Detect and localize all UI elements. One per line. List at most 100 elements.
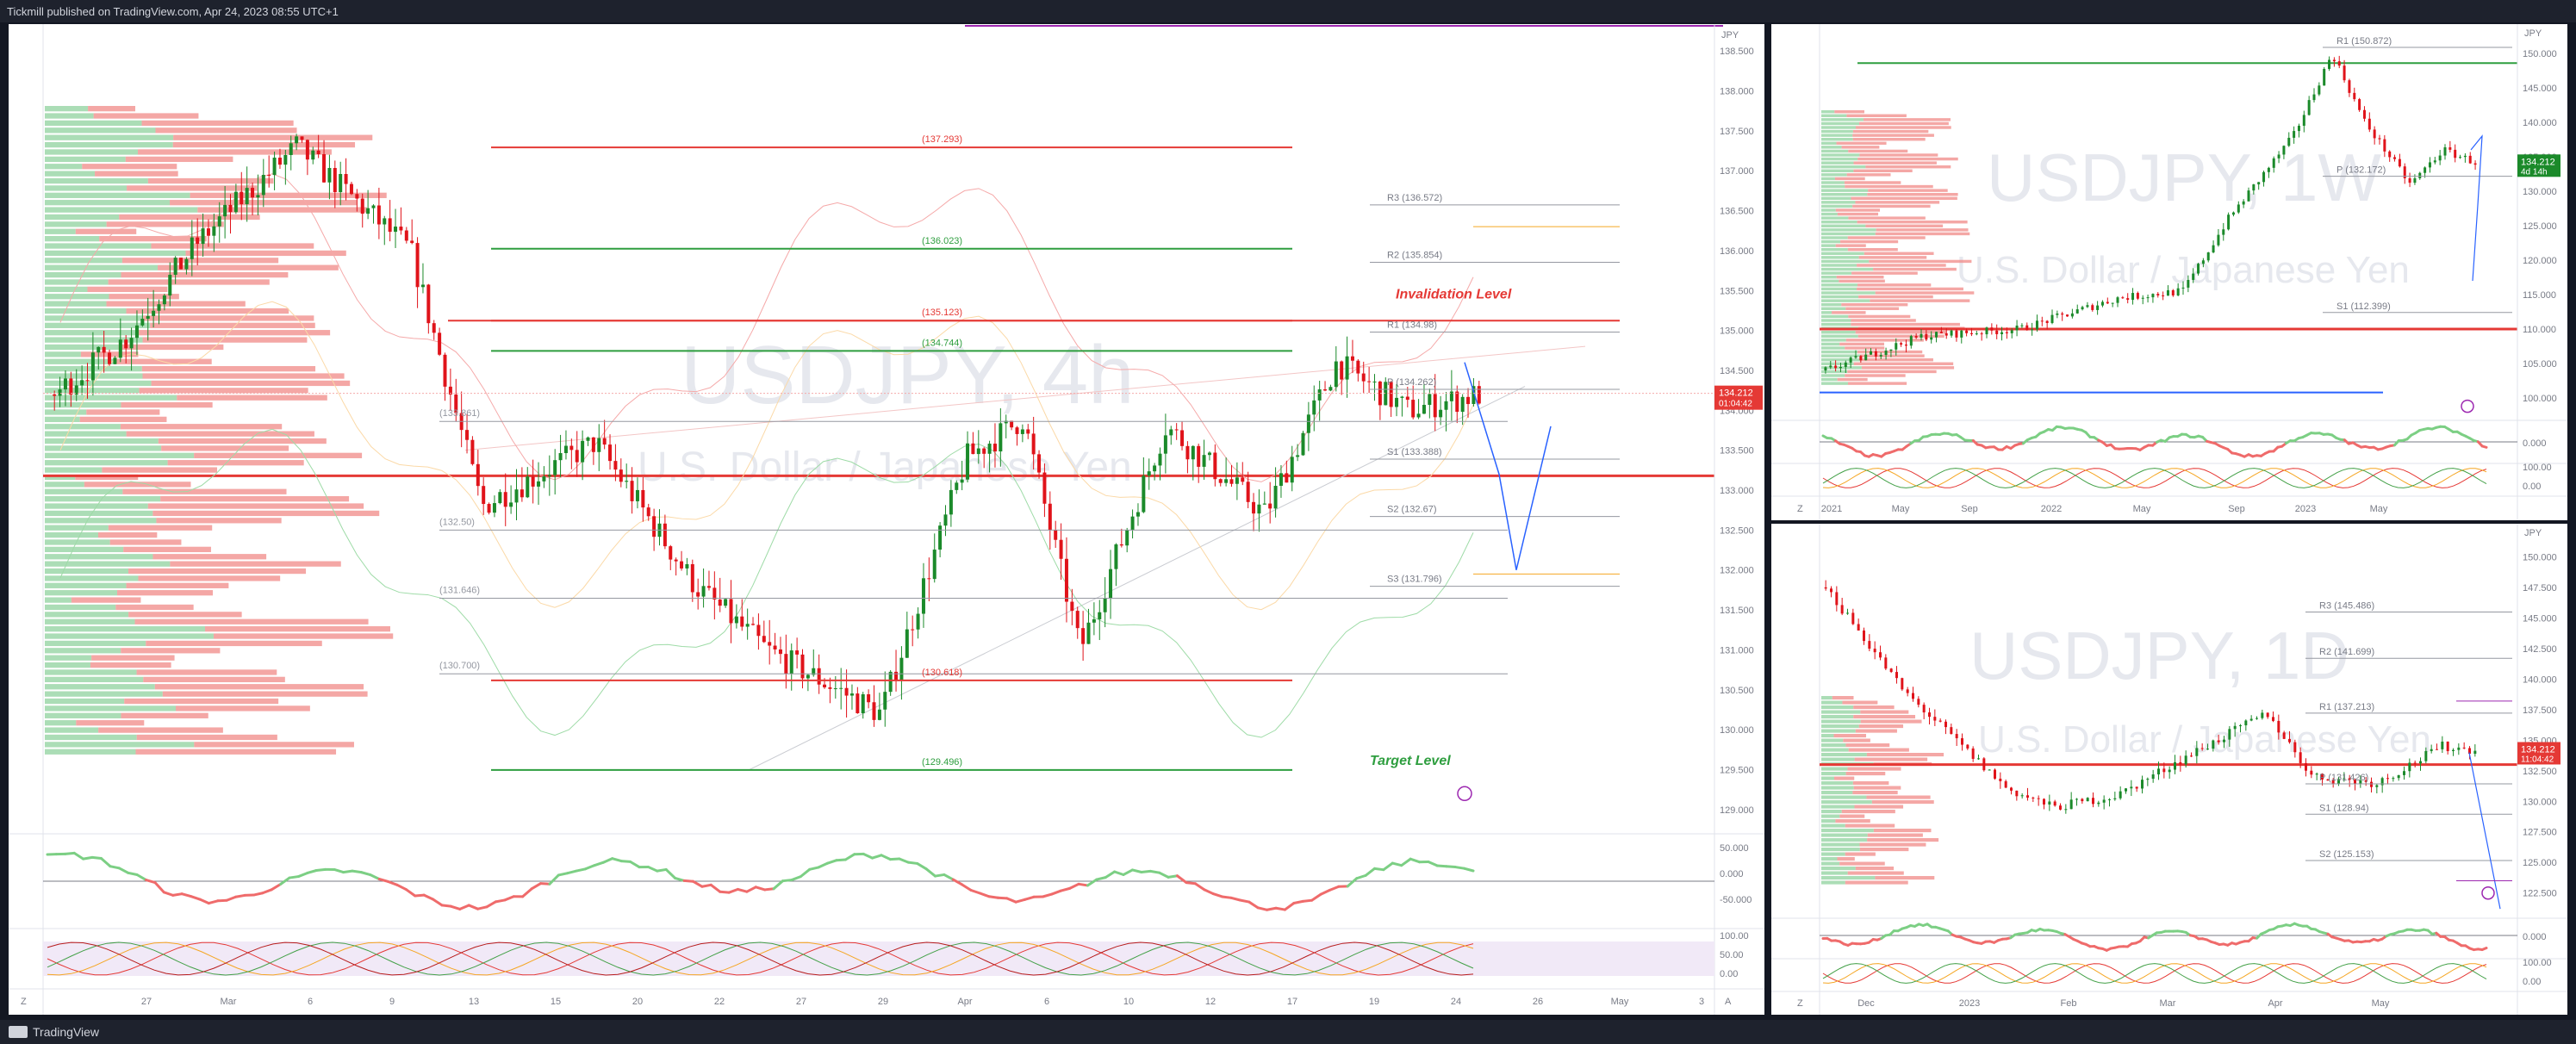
price-axis-tick: 131.500 [1720,606,1754,616]
candle-body [1350,356,1354,361]
volume-profile-bar-up [1821,823,1845,828]
candle-body [2135,786,2138,789]
volume-profile-bar-down [126,308,289,314]
oscillator-line-segment [422,893,435,901]
volume-profile-bar-up [45,618,135,625]
candle-body [2100,301,2104,306]
volume-profile-bar-down [1857,157,1958,161]
indicator-band [59,301,1474,611]
volume-profile-bar-up [1821,239,1841,244]
zoom-button[interactable]: Z [1797,504,1803,514]
candle-body [2005,332,2008,333]
oscillator-line-segment [1104,870,1117,879]
auto-scale-button[interactable]: A [1725,997,1732,1007]
volume-profile-bar-up [45,734,137,741]
time-axis-tick: 2023 [1959,998,1980,1009]
candle-body [327,168,332,183]
osc-axis-tick: 50.000 [1720,843,1749,854]
oscillator-line-segment [691,879,704,888]
candle-body [531,476,535,487]
candle-body [2262,171,2266,183]
oscillator-line-segment [359,871,372,877]
lightning-icon[interactable] [1457,786,1472,802]
chart-1d-canvas[interactable]: USDJPY, 1D U.S. Dollar / Japanese Yen R3 (… [1771,524,2567,1015]
volume-profile-bar-down [98,727,223,733]
volume-profile-bar-down [151,380,351,387]
candle-body [2111,302,2114,304]
volume-profile-bar-down [122,488,287,494]
volume-profile-bar-down [197,207,367,213]
zoom-button[interactable]: Z [1797,998,1803,1009]
time-axis-tick: 15 [551,997,561,1007]
volume-profile-bar-down [146,640,322,647]
volume-profile-bar-down [147,503,364,509]
volume-profile-bar-up [45,401,121,408]
pivot-label: R2 (135.854) [1387,250,1442,260]
volume-profile-bar-down [1860,719,1922,724]
candle-body [1125,529,1129,546]
price-tag [2517,154,2560,177]
candle-body [894,671,899,681]
oscillator-line-segment [530,882,542,891]
candle-body [1980,333,1983,335]
oscillator-line-segment [664,867,677,879]
candle-body [602,438,607,445]
volume-profile-bar-down [1834,177,1865,181]
candle-body [2386,778,2389,780]
stochastic-line [1822,963,2487,984]
volume-profile-bar-up [1821,696,1832,700]
volume-profile-bar-down [1847,370,1937,374]
candle-body [2388,151,2392,158]
oscillator-line-segment [1266,906,1278,911]
volume-profile-bar-down [126,431,314,437]
lightning-icon[interactable] [2481,886,2495,900]
volume-profile-bar-up [1821,271,1852,275]
candle-body [1042,472,1047,504]
chart-4h-canvas[interactable]: USDJPY, 4h U.S. Dollar / Japanese Yen (137… [9,24,1764,1015]
volume-profile-bar-up [1821,334,1858,338]
candle-body [2310,770,2313,775]
candle-body [2070,313,2074,317]
lightning-icon[interactable] [2461,399,2474,413]
volume-profile-bar-up [1821,715,1854,719]
oscillator-line-segment [1274,906,1286,911]
volume-profile-bar-down [204,626,390,632]
candle-body [448,386,452,395]
candle-body [520,489,524,498]
candle-body [1863,630,1865,642]
candle-body [454,395,458,413]
candle-body [2443,147,2447,156]
candle-body [2004,780,2007,788]
candle-body [124,339,128,349]
candle-body [2179,761,2182,765]
candle-body [734,616,738,624]
candle-body [795,650,800,655]
volume-profile-bar-up [1821,795,1867,799]
volume-profile-bar-up [1821,146,1842,149]
chart-panel-1d[interactable]: USDJPY, 1D U.S. Dollar / Japanese Yen R3 (… [1771,524,2567,1015]
volume-profile-bar-up [1821,121,1859,126]
stochastic-line [1822,468,2487,488]
candle-body [2116,297,2119,303]
candle-body [2174,761,2176,770]
volume-profile-bar-up [1821,169,1854,172]
zoom-button[interactable]: Z [21,997,27,1007]
candle-body [2297,125,2300,132]
chart-panel-4h[interactable]: USDJPY, 4h U.S. Dollar / Japanese Yen (137… [9,24,1764,1015]
oscillator-line-segment [1248,900,1260,910]
chart-panel-1w[interactable]: USDJPY, 1W U.S. Dollar / Japanese Yen R1 (… [1771,24,2567,520]
candle-body [2162,295,2165,296]
candle-body [1966,744,1969,749]
stochastic-line [47,941,1474,976]
price-axis-tick: 134.500 [1720,366,1754,376]
candle-body [1026,429,1030,434]
candle-body [1851,612,1855,625]
volume-profile-bar-up [45,496,161,502]
oscillator-line-segment [153,881,165,894]
tradingview-logo[interactable]: TradingView [9,1025,99,1039]
volume-profile-bar-down [1876,228,1969,232]
volume-profile-bar-down [125,156,233,163]
candle-body [1935,332,1938,338]
candle-body [2337,779,2340,784]
